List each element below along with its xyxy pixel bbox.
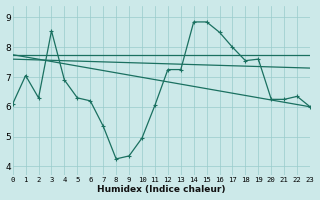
X-axis label: Humidex (Indice chaleur): Humidex (Indice chaleur) bbox=[97, 185, 226, 194]
